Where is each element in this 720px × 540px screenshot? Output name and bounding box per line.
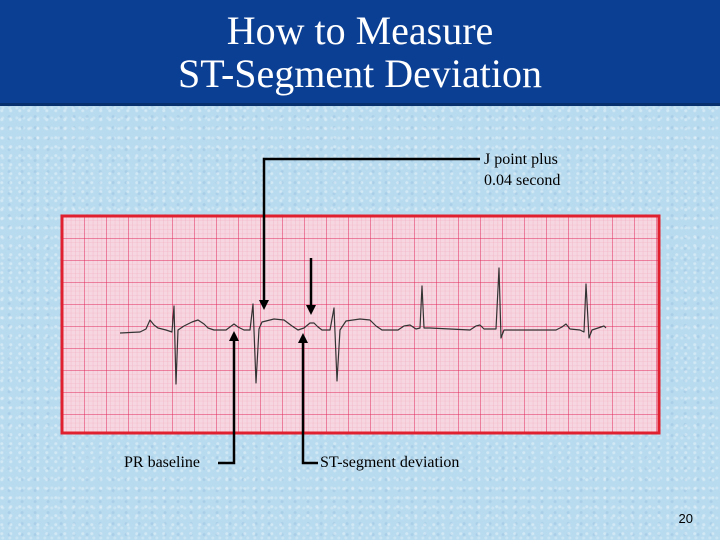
pr-baseline-arrowhead	[229, 331, 239, 341]
j-point-label-line-1: J point plus	[484, 151, 558, 168]
ecg-trace	[119, 267, 607, 385]
pr-baseline-leader-line	[218, 339, 236, 465]
st-deviation-label: ST-segment deviation	[320, 454, 460, 471]
st-marker-arrowhead	[306, 305, 316, 315]
ecg-major-grid	[62, 216, 659, 433]
title-line-2: ST-Segment Deviation	[177, 51, 543, 96]
title-line-1: How to Measure	[226, 8, 494, 53]
ecg-paper-border	[60, 214, 661, 435]
j-point-leader-line	[262, 157, 480, 301]
pr-baseline-label: PR baseline	[124, 454, 200, 471]
j-point-label-line-2: 0.04 second	[484, 172, 561, 189]
st-deviation-arrowhead	[298, 333, 308, 343]
page-number: 20	[678, 511, 693, 526]
j-point-arrowhead	[259, 300, 269, 310]
st-deviation-leader-line	[301, 341, 318, 465]
title-bar: How to Measure ST-Segment Deviation	[0, 0, 720, 106]
